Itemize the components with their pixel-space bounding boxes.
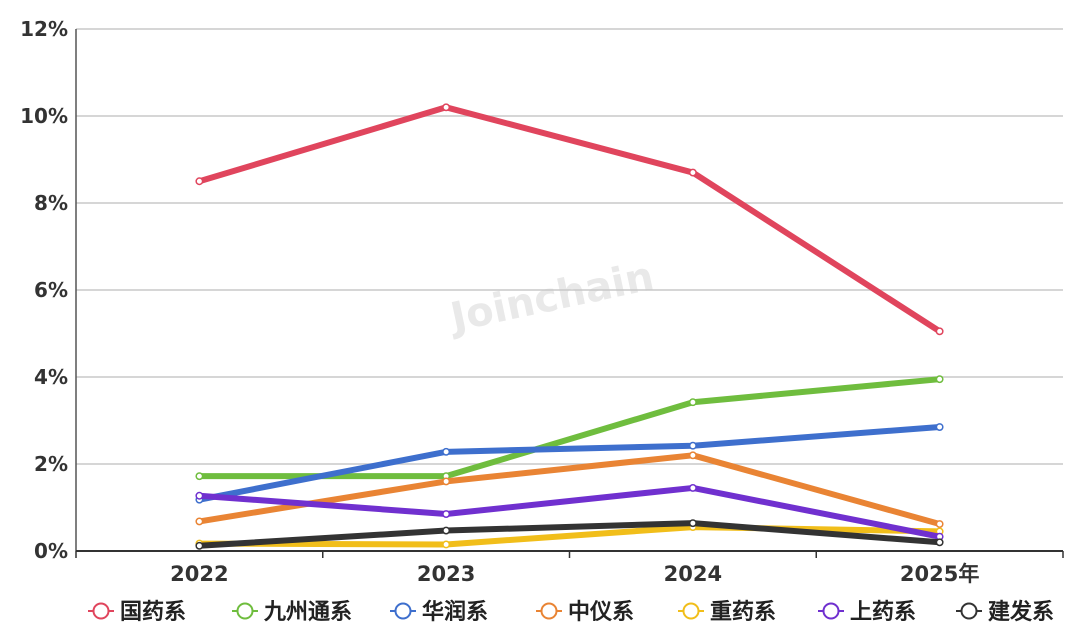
data-point[interactable] bbox=[935, 327, 944, 336]
series-line bbox=[196, 524, 943, 548]
series-3 bbox=[195, 451, 944, 528]
legend-circle-icon bbox=[960, 602, 978, 620]
legend-circle-icon bbox=[394, 602, 412, 620]
legend-item[interactable]: 建发系 bbox=[956, 599, 1054, 625]
legend-item[interactable]: 国药系 bbox=[88, 600, 186, 625]
x-tick-label: 2022 bbox=[170, 562, 228, 586]
data-point[interactable] bbox=[688, 483, 697, 492]
y-tick-label: 2% bbox=[34, 452, 68, 476]
data-point[interactable] bbox=[935, 538, 944, 547]
series-6 bbox=[195, 519, 944, 550]
legend-circle-icon bbox=[236, 602, 254, 620]
data-point[interactable] bbox=[195, 472, 204, 481]
data-point[interactable] bbox=[442, 477, 451, 486]
y-tick-label: 0% bbox=[34, 539, 68, 563]
legend: 国药系 九州通系 华润系 中仪系 重药系 上药系 建发系 bbox=[88, 599, 1054, 625]
y-tick-label: 8% bbox=[34, 191, 68, 215]
data-point[interactable] bbox=[442, 103, 451, 112]
legend-label: 重药系 bbox=[710, 600, 776, 625]
legend-item[interactable]: 上药系 bbox=[818, 600, 916, 625]
series-0 bbox=[195, 103, 944, 336]
legend-label: 国药系 bbox=[120, 600, 186, 625]
data-point[interactable] bbox=[195, 491, 204, 500]
y-tick-label: 6% bbox=[34, 278, 68, 302]
y-tick-label: 12% bbox=[20, 17, 68, 41]
series-line bbox=[196, 452, 943, 528]
data-point[interactable] bbox=[442, 540, 451, 549]
x-tick-label: 2023 bbox=[417, 562, 475, 586]
y-tick-label: 4% bbox=[34, 365, 68, 389]
series-line bbox=[196, 520, 943, 549]
data-point[interactable] bbox=[688, 441, 697, 450]
data-point[interactable] bbox=[935, 423, 944, 431]
data-point[interactable] bbox=[688, 168, 697, 177]
x-tick-label: 2025年 bbox=[900, 562, 979, 586]
legend-item[interactable]: 华润系 bbox=[390, 599, 488, 625]
legend-label: 上药系 bbox=[850, 600, 916, 625]
legend-label: 华润系 bbox=[422, 599, 488, 625]
data-point[interactable] bbox=[195, 541, 204, 550]
series-line bbox=[196, 424, 943, 503]
legend-circle-icon bbox=[540, 602, 558, 620]
x-axis-tick-labels: 2022 2023 2024 2025年 bbox=[170, 562, 979, 586]
x-tick-label: 2024 bbox=[664, 562, 722, 586]
series-5 bbox=[195, 483, 944, 541]
axes bbox=[75, 29, 1064, 558]
series-lines bbox=[195, 103, 944, 550]
y-axis-tick-labels: 0% 2% 4% 6% 8% 10% 12% bbox=[20, 17, 68, 563]
legend-label: 中仪系 bbox=[568, 600, 634, 625]
data-point[interactable] bbox=[442, 510, 451, 518]
legend-circle-icon bbox=[92, 602, 110, 620]
series-line bbox=[196, 104, 943, 335]
data-point[interactable] bbox=[935, 520, 944, 528]
legend-label: 建发系 bbox=[988, 599, 1054, 625]
data-point[interactable] bbox=[442, 447, 451, 456]
legend-circle-icon bbox=[682, 602, 700, 620]
data-point[interactable] bbox=[195, 517, 204, 526]
legend-label: 九州通系 bbox=[263, 600, 352, 625]
data-point[interactable] bbox=[688, 519, 697, 528]
legend-item[interactable]: 重药系 bbox=[678, 600, 776, 625]
series-line bbox=[196, 484, 943, 540]
data-point[interactable] bbox=[935, 375, 944, 384]
grid-lines bbox=[76, 28, 1063, 465]
data-point[interactable] bbox=[688, 451, 697, 460]
y-tick-label: 10% bbox=[20, 104, 68, 128]
legend-item[interactable]: 九州通系 bbox=[232, 600, 352, 625]
legend-circle-icon bbox=[822, 602, 840, 620]
series-line bbox=[196, 376, 943, 480]
data-point[interactable] bbox=[195, 177, 204, 186]
data-point[interactable] bbox=[688, 398, 697, 407]
legend-item[interactable]: 中仪系 bbox=[536, 600, 634, 625]
data-point[interactable] bbox=[442, 526, 451, 535]
watermark: Joinchain bbox=[444, 253, 658, 341]
